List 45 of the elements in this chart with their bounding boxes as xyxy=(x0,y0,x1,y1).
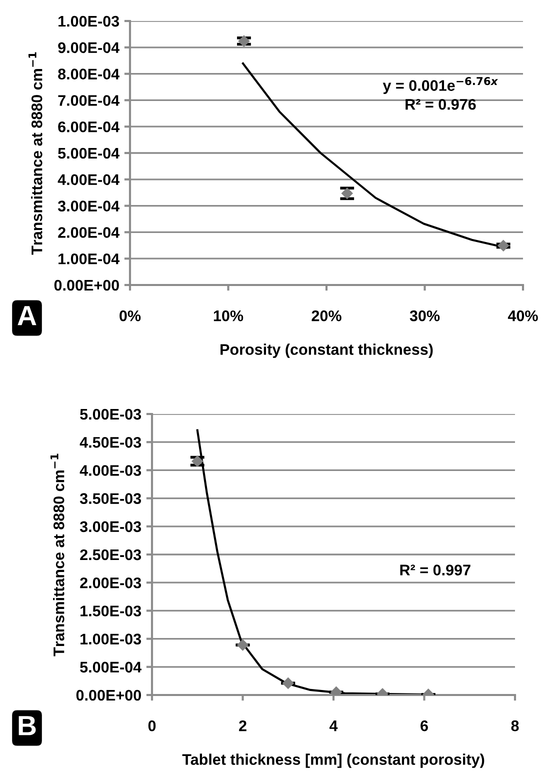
x-tick-label: 30% xyxy=(410,310,440,322)
point xyxy=(237,639,248,651)
y-axis-title: Transmittance at 8880 cm$^{−1}$ xyxy=(28,52,42,255)
y-tick-label: 0.00E+00 xyxy=(54,280,119,291)
x-tick-label: 8 xyxy=(511,720,519,732)
point xyxy=(282,678,294,689)
y-tick-label: 1.00E-03 xyxy=(80,634,142,645)
y-tick-label: 4.50E-03 xyxy=(80,436,142,448)
y-tick-label: 3.00E-04 xyxy=(58,200,120,212)
y-tick-label: 8.00E-04 xyxy=(58,68,120,80)
y-tick-label: 2.50E-03 xyxy=(80,549,142,560)
y-tick-label: 1.00E-04 xyxy=(58,253,120,264)
y-tick-label: 4.00E-04 xyxy=(58,174,120,186)
x-tick-label: 20% xyxy=(312,310,342,322)
point xyxy=(342,188,353,199)
x-axis-title: Tablet thickness [mm] (constant porosity) xyxy=(182,754,484,768)
y-tick-label: 6.00E-04 xyxy=(58,121,120,132)
y-tick-label: 3.50E-03 xyxy=(80,493,142,504)
y-tick-label: 9.00E-04 xyxy=(58,42,120,54)
x-axis-title: Porosity (constant thickness) xyxy=(220,344,433,358)
x-tick-label: 6 xyxy=(420,720,428,732)
y-tick-label: 7.00E-04 xyxy=(58,95,120,106)
y-tick-label: 3.00E-03 xyxy=(80,521,142,532)
x-tick-label: 0 xyxy=(148,720,156,732)
x-tick-label: 2 xyxy=(239,720,246,732)
y-tick-label: 5.00E-04 xyxy=(58,148,120,159)
y-tick-label: 5.00E-04 xyxy=(80,662,142,673)
x-tick-label: 4 xyxy=(329,720,338,732)
x-tick-label: 10% xyxy=(214,310,244,322)
y-tick-label: 0.00E+00 xyxy=(76,690,141,701)
y-tick-label: 2.00E-04 xyxy=(58,227,120,238)
text: A xyxy=(18,306,36,326)
y-tick-label: 1.50E-03 xyxy=(80,606,142,616)
y-tick-label: 1.00E-03 xyxy=(58,16,120,27)
y-tick-label: 2.00E-03 xyxy=(80,577,142,588)
annotation: R² = 0.997 xyxy=(400,564,470,576)
y-tick-label: 4.00E-03 xyxy=(80,465,142,476)
point xyxy=(192,456,203,467)
point xyxy=(238,35,250,47)
text: y = 0.001e$^{−6.76x}$ R² = 0.976 xyxy=(382,77,498,110)
x-tick-label: 40% xyxy=(508,310,538,322)
text: B xyxy=(18,716,36,736)
x-tick-label: 0% xyxy=(120,310,141,322)
y-axis-title: Transmittance at 8880 cm$^{−1}$ xyxy=(50,454,64,656)
y-tick-label: 5.00E-03 xyxy=(80,408,142,420)
